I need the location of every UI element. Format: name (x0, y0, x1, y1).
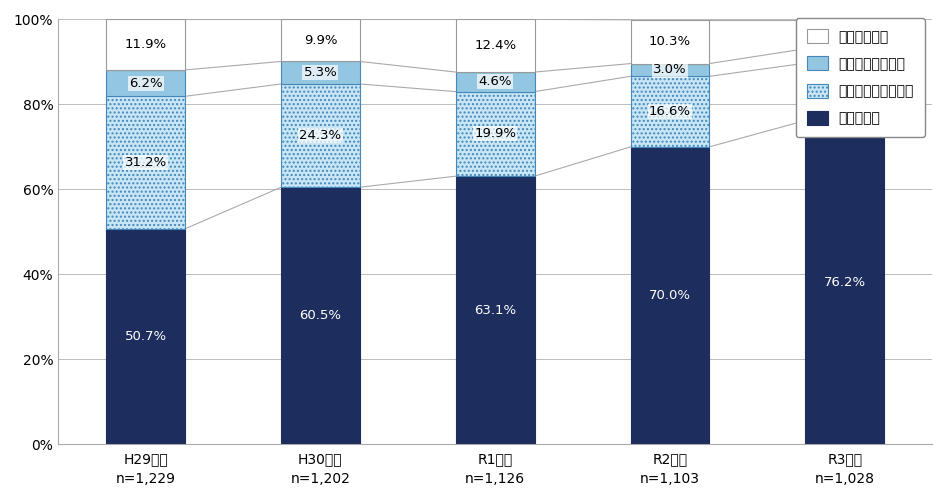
Text: 12.4%: 12.4% (474, 39, 517, 52)
Text: 11.9%: 11.9% (125, 38, 166, 51)
Text: 16.6%: 16.6% (649, 105, 691, 118)
Bar (106, 229, 185, 444)
Legend: 証券化ローン, 全期間固定金利型, 固定金利期間選択型, 変動金利型: 証券化ローン, 全期間固定金利型, 固定金利期間選択型, 変動金利型 (796, 18, 925, 137)
Bar (631, 64, 710, 76)
Bar (631, 20, 710, 64)
Text: 13.5%: 13.5% (824, 86, 866, 98)
Bar (631, 76, 710, 147)
Text: 3.0%: 3.0% (653, 64, 687, 76)
Text: 5.3%: 5.3% (304, 66, 338, 79)
Bar (805, 48, 885, 63)
Bar (805, 20, 885, 48)
Bar (106, 96, 185, 229)
Bar (281, 62, 359, 84)
Bar (456, 176, 534, 444)
Text: 70.0%: 70.0% (649, 289, 691, 302)
Text: 6.8%: 6.8% (828, 28, 862, 41)
Bar (106, 20, 185, 70)
Text: 3.4%: 3.4% (828, 50, 862, 62)
Text: 76.2%: 76.2% (824, 276, 866, 289)
Bar (456, 20, 534, 72)
Bar (281, 20, 359, 61)
Bar (456, 72, 534, 92)
Text: 4.6%: 4.6% (479, 76, 512, 88)
Bar (805, 120, 885, 444)
Text: 31.2%: 31.2% (125, 156, 166, 169)
Text: 9.9%: 9.9% (304, 34, 337, 47)
Bar (456, 92, 534, 176)
Text: 6.2%: 6.2% (129, 76, 163, 90)
Text: 50.7%: 50.7% (125, 330, 166, 343)
Text: 63.1%: 63.1% (474, 304, 517, 316)
Bar (805, 63, 885, 120)
Text: 19.9%: 19.9% (474, 128, 517, 140)
Text: 24.3%: 24.3% (299, 129, 342, 142)
Bar (281, 84, 359, 187)
Bar (106, 70, 185, 96)
Bar (281, 187, 359, 444)
Text: 10.3%: 10.3% (649, 35, 691, 48)
Text: 60.5%: 60.5% (299, 309, 342, 322)
Bar (631, 147, 710, 444)
